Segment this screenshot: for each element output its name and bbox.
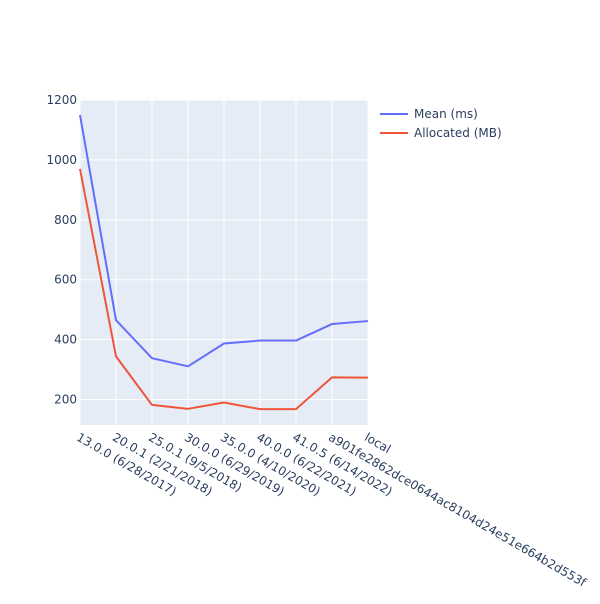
y-tick-label: 200 [54,393,77,407]
legend-item-1[interactable]: Mean (ms) [380,107,478,121]
y-axis: 200 400 600 800 1000 1200 [46,93,77,407]
x-tick-label: a901fe2862dce0644ac8104d24e51e664b2d553f [326,430,589,590]
y-tick-label: 600 [54,273,77,287]
series-line-1 [79,114,369,368]
y-tick-label: 400 [54,333,77,347]
legend-label: Allocated (MB) [414,126,502,140]
grid-layer [79,99,369,425]
y-tick-label: 1200 [46,93,77,107]
y-tick-label: 800 [54,213,77,227]
x-axis: 13.0.0 (6/28/2017)20.0.1 (2/21/2018)25.0… [74,430,589,590]
y-tick-label: 1000 [46,153,77,167]
legend-label: Mean (ms) [414,107,478,121]
series-line-2 [79,168,369,411]
legend-item-2[interactable]: Allocated (MB) [380,126,502,140]
legend[interactable]: Mean (ms) Allocated (MB) [380,107,502,140]
series-layer [79,114,369,411]
